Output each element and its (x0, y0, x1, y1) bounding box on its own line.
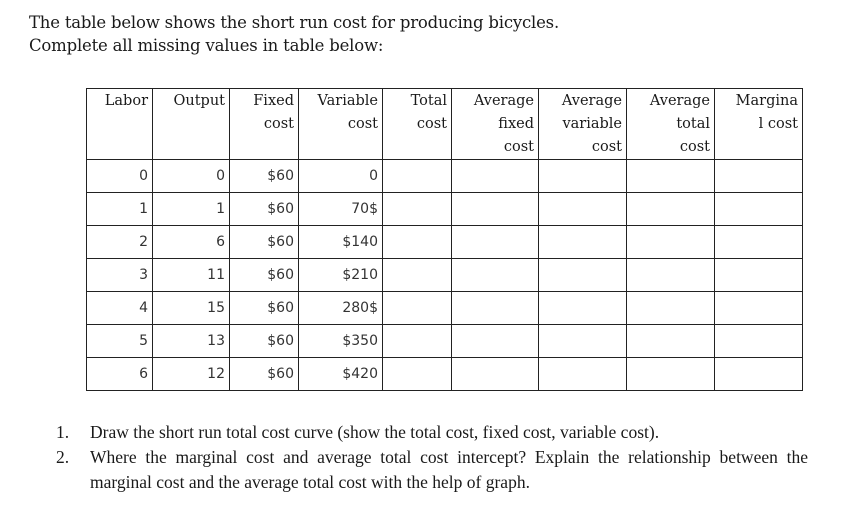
cell-afc[interactable] (451, 225, 539, 259)
cell-afc[interactable] (451, 258, 539, 292)
cell-mc[interactable] (714, 258, 803, 292)
cell-mc[interactable] (714, 192, 803, 226)
cell-output: 6 (152, 225, 230, 259)
header-variable-cost: Variable cost (298, 88, 383, 160)
cell-labor: 2 (86, 225, 153, 259)
cell-total-cost[interactable] (382, 357, 452, 391)
cell-atc[interactable] (626, 258, 715, 292)
header-marginal-cost: Margina l cost (714, 88, 803, 160)
question-number: 2. (56, 447, 70, 467)
table-row: 0 0 $60 0 (86, 159, 803, 193)
table-row: 4 15 $60 280$ (86, 291, 803, 325)
cell-avc[interactable] (538, 357, 627, 391)
cell-output: 11 (152, 258, 230, 292)
cell-labor: 0 (86, 159, 153, 193)
cell-fixed-cost: $60 (229, 225, 299, 259)
cell-fixed-cost: $60 (229, 291, 299, 325)
question-item: 2. Where the marginal cost and average t… (56, 445, 808, 495)
cell-output: 12 (152, 357, 230, 391)
cell-avc[interactable] (538, 225, 627, 259)
header-total-cost: Total cost (382, 88, 452, 160)
table-row: 3 11 $60 $210 (86, 258, 803, 292)
cell-variable-cost: $140 (298, 225, 383, 259)
cell-variable-cost: 280$ (298, 291, 383, 325)
cell-avc[interactable] (538, 258, 627, 292)
cell-output: 0 (152, 159, 230, 193)
question-list: 1. Draw the short run total cost curve (… (56, 420, 808, 495)
cell-fixed-cost: $60 (229, 192, 299, 226)
question-text: Draw the short run total cost curve (sho… (90, 422, 660, 442)
cell-variable-cost: 0 (298, 159, 383, 193)
cell-atc[interactable] (626, 192, 715, 226)
cell-variable-cost: $420 (298, 357, 383, 391)
cell-atc[interactable] (626, 291, 715, 325)
cell-output: 15 (152, 291, 230, 325)
short-run-cost-table: Labor Output Fixed cost Variable cost Tota… (86, 88, 803, 391)
cell-total-cost[interactable] (382, 225, 452, 259)
intro-line-2: Complete all missing values in table bel… (29, 36, 384, 55)
cell-mc[interactable] (714, 357, 803, 391)
cell-output: 1 (152, 192, 230, 226)
cell-avc[interactable] (538, 291, 627, 325)
intro-line-1: The table below shows the short run cost… (29, 13, 559, 32)
cell-variable-cost: $350 (298, 324, 383, 358)
cell-avc[interactable] (538, 324, 627, 358)
cell-total-cost[interactable] (382, 258, 452, 292)
header-average-total-cost: Average total cost (626, 88, 715, 160)
cell-variable-cost: $210 (298, 258, 383, 292)
cell-labor: 4 (86, 291, 153, 325)
cell-mc[interactable] (714, 291, 803, 325)
header-average-variable-cost: Average variable cost (538, 88, 627, 160)
table-row: 6 12 $60 $420 (86, 357, 803, 391)
question-item: 1. Draw the short run total cost curve (… (56, 420, 808, 445)
table-row: 5 13 $60 $350 (86, 324, 803, 358)
intro-text: The table below shows the short run cost… (29, 11, 559, 57)
header-average-fixed-cost: Average fixed cost (451, 88, 539, 160)
table-header-row: Labor Output Fixed cost Variable cost Tota… (86, 88, 803, 160)
cell-afc[interactable] (451, 357, 539, 391)
cell-fixed-cost: $60 (229, 159, 299, 193)
cell-fixed-cost: $60 (229, 324, 299, 358)
cell-avc[interactable] (538, 159, 627, 193)
cell-afc[interactable] (451, 291, 539, 325)
cell-mc[interactable] (714, 225, 803, 259)
cell-total-cost[interactable] (382, 324, 452, 358)
cell-labor: 1 (86, 192, 153, 226)
cell-labor: 5 (86, 324, 153, 358)
cell-atc[interactable] (626, 225, 715, 259)
cell-total-cost[interactable] (382, 291, 452, 325)
table-row: 1 1 $60 70$ (86, 192, 803, 226)
cell-atc[interactable] (626, 357, 715, 391)
cell-atc[interactable] (626, 159, 715, 193)
cell-labor: 6 (86, 357, 153, 391)
header-output: Output (152, 88, 230, 160)
cell-fixed-cost: $60 (229, 357, 299, 391)
header-labor: Labor (86, 88, 153, 160)
cell-variable-cost: 70$ (298, 192, 383, 226)
cell-avc[interactable] (538, 192, 627, 226)
cell-fixed-cost: $60 (229, 258, 299, 292)
cell-afc[interactable] (451, 159, 539, 193)
cell-total-cost[interactable] (382, 192, 452, 226)
question-text: Where the marginal cost and average tota… (90, 447, 808, 492)
cell-afc[interactable] (451, 324, 539, 358)
cell-atc[interactable] (626, 324, 715, 358)
cell-mc[interactable] (714, 159, 803, 193)
cell-labor: 3 (86, 258, 153, 292)
header-fixed-cost: Fixed cost (229, 88, 299, 160)
cell-mc[interactable] (714, 324, 803, 358)
table-row: 2 6 $60 $140 (86, 225, 803, 259)
question-number: 1. (56, 422, 70, 442)
cell-total-cost[interactable] (382, 159, 452, 193)
cell-afc[interactable] (451, 192, 539, 226)
cell-output: 13 (152, 324, 230, 358)
